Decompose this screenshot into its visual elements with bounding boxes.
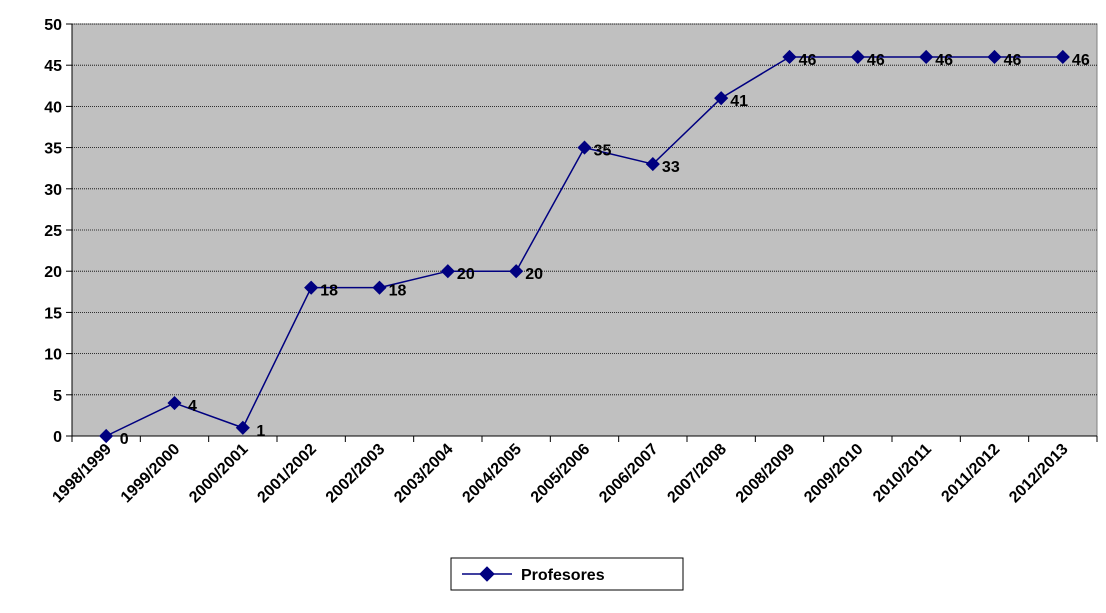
x-tick-label: 2003/2004: [391, 441, 457, 507]
y-tick-label: 35: [44, 141, 62, 158]
data-label: 46: [935, 52, 953, 69]
x-axis: 1998/1999 1999/2000 2000/2001 2001/2002 2002…: [49, 435, 1098, 507]
data-label: 46: [1072, 52, 1090, 69]
x-tick-label: 2001/2002: [254, 441, 320, 507]
x-tick-label: 2012/2013: [1006, 441, 1072, 507]
y-tick-label: 50: [44, 17, 62, 34]
data-point-marker: [235, 420, 250, 435]
x-tick-label: 2005/2006: [528, 441, 594, 507]
y-tick-label: 5: [53, 388, 62, 405]
x-tick-label: 2009/2010: [801, 441, 867, 507]
x-tick-label: 2004/2005: [459, 441, 525, 507]
data-label: 18: [320, 283, 338, 300]
data-label: 46: [1004, 52, 1022, 69]
legend: Profesores: [450, 557, 684, 591]
series-line-group: [99, 49, 1070, 444]
y-tick-label: 20: [44, 264, 62, 281]
data-label: 18: [389, 283, 407, 300]
y-tick-label: 15: [44, 305, 62, 322]
x-tick-label: 2010/2011: [870, 441, 935, 506]
data-label: 33: [662, 159, 680, 176]
x-tick-label: 2002/2003: [323, 441, 389, 507]
data-label: 46: [867, 52, 885, 69]
x-tick-label: 2011/2012: [938, 441, 1003, 506]
x-tick-label: 2000/2001: [186, 441, 252, 507]
data-point-marker: [440, 264, 455, 279]
data-point-marker: [850, 49, 865, 65]
grid-lines: [72, 23, 1097, 396]
data-point-marker: [509, 264, 524, 279]
data-point-marker: [372, 280, 387, 295]
y-tick-label: 45: [44, 58, 62, 75]
data-label: 0: [120, 431, 129, 448]
data-point-marker: [714, 91, 729, 106]
data-label: 1: [256, 423, 265, 440]
data-label: 20: [525, 266, 543, 283]
data-label: 41: [730, 93, 748, 110]
data-label: 46: [799, 52, 817, 69]
legend-marker-icon: [479, 566, 495, 582]
x-tick-label: 1999/2000: [118, 441, 184, 507]
y-tick-label: 0: [53, 429, 62, 446]
data-point-marker: [304, 280, 319, 295]
x-tick-label: 2006/2007: [596, 441, 662, 507]
x-tick-label: 1998/1999: [49, 441, 115, 507]
data-label: 35: [594, 143, 612, 160]
y-tick-label: 40: [44, 99, 62, 116]
legend-label: Profesores: [521, 567, 605, 584]
data-label: 20: [457, 266, 475, 283]
data-label: 4: [188, 398, 197, 415]
data-point-marker: [645, 157, 660, 172]
y-tick-label: 10: [44, 347, 62, 364]
data-point-marker: [99, 428, 114, 444]
x-tick-label: 2008/2009: [733, 441, 799, 507]
data-point-marker: [577, 140, 592, 155]
data-point-marker: [919, 49, 934, 65]
x-tick-label: 2007/2008: [664, 441, 730, 507]
y-tick-label: 25: [44, 223, 62, 240]
y-axis: 0 5 10 15 20 25 30 35 40 45 50: [44, 17, 73, 446]
y-tick-label: 30: [44, 182, 62, 199]
data-point-marker: [782, 49, 797, 65]
data-point-marker: [987, 49, 1002, 65]
data-point-marker: [167, 395, 182, 411]
data-point-marker: [1055, 49, 1070, 65]
